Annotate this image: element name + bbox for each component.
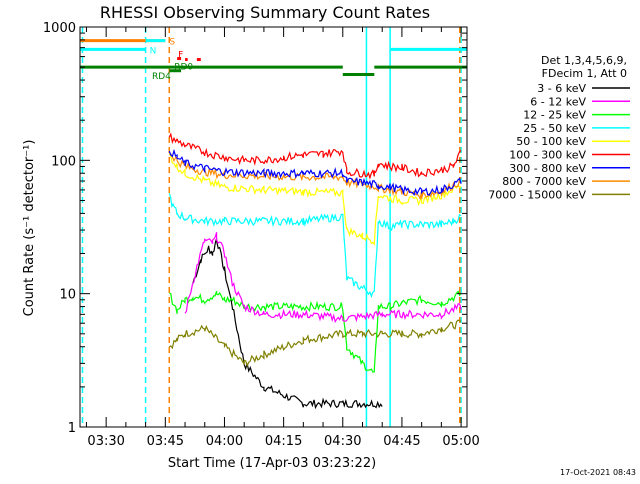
series-line <box>168 132 462 180</box>
timestamp-footer: 17-Oct-2021 08:43 <box>560 468 636 477</box>
x-tick-label: 03:30 <box>87 434 124 449</box>
attenuator-bars: SNFRD0RD4 <box>80 38 467 82</box>
state-bar-label: RD4 <box>152 72 171 82</box>
state-bar-label: N <box>150 46 157 56</box>
series-layer <box>168 132 462 410</box>
legend-entry-label: 3 - 6 keV <box>537 82 586 95</box>
y-tick-label: 100 <box>51 154 76 169</box>
series-line <box>168 152 462 246</box>
y-tick-label: 1 <box>68 421 76 436</box>
series-line <box>184 232 462 324</box>
legend-entry-label: 800 - 7000 keV <box>502 175 586 188</box>
legend-entry-label: 7000 - 15000 keV <box>488 188 586 201</box>
y-tick-label: 10 <box>59 288 76 303</box>
x-axis: 03:30 03:45 04:00 04:15 04:30 04:45 05:00 <box>85 27 480 449</box>
plot-frame <box>79 26 468 428</box>
y-axis-label: Count Rate (s⁻¹ detector⁻¹) <box>22 140 37 317</box>
x-tick-label: 04:30 <box>324 434 361 449</box>
legend-entry-label: 6 - 12 keV <box>530 95 586 108</box>
y-axis: 1 10 100 1000 <box>43 21 467 436</box>
series-line <box>168 148 462 197</box>
x-tick-label: 04:00 <box>206 434 243 449</box>
x-tick-label: 03:45 <box>147 434 184 449</box>
vertical-markers <box>81 27 462 427</box>
y-tick-label: 1000 <box>43 21 76 36</box>
legend-entry-label: 12 - 25 keV <box>523 109 586 122</box>
x-axis-label: Start Time (17-Apr-03 03:23:22) <box>168 456 376 471</box>
legend-header-line: Det 1,3,4,5,6,9, <box>541 54 627 67</box>
legend-entry-label: 100 - 300 keV <box>509 149 586 162</box>
series-line <box>192 238 383 410</box>
legend: Det 1,3,4,5,6,9,FDecim 1, Att 0 3 - 6 keV… <box>488 54 630 201</box>
x-tick-label: 04:45 <box>383 434 420 449</box>
state-bar-label: F <box>178 51 183 61</box>
legend-header-line: FDecim 1, Att 0 <box>542 67 627 80</box>
legend-entry-label: 25 - 50 keV <box>523 122 586 135</box>
legend-entry-label: 300 - 800 keV <box>509 162 586 175</box>
x-tick-label: 04:15 <box>265 434 302 449</box>
x-tick-label: 05:00 <box>442 434 479 449</box>
chart-title: RHESSI Observing Summary Count Rates <box>100 3 430 22</box>
legend-entry-label: 50 - 100 keV <box>516 135 586 148</box>
series-line <box>168 319 462 368</box>
state-bar-label: S <box>169 38 175 48</box>
series-line <box>168 193 462 298</box>
series-line <box>169 290 462 373</box>
